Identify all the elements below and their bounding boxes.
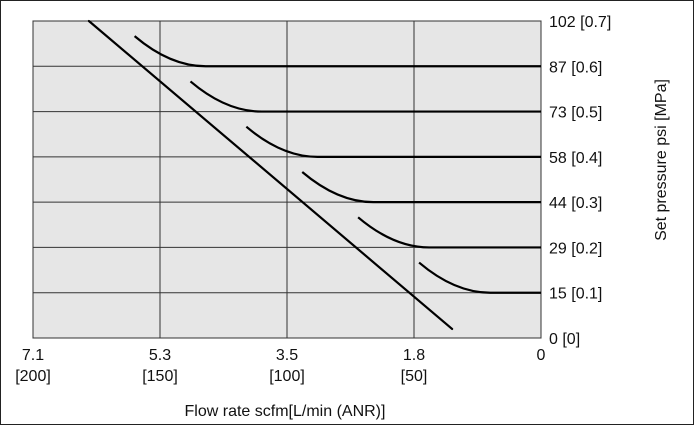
x-tick-label: 5.3	[149, 347, 171, 364]
y-tick-labels: 0 [0] 15 [0.1] 29 [0.2] 44 [0.3] 58 [0.4] 73 …	[549, 14, 611, 348]
y-tick-label: 0 [0]	[549, 331, 580, 348]
y-tick-label: 102 [0.7]	[549, 14, 611, 31]
pressure-curve-3	[301, 171, 541, 204]
pressure-curve-5	[189, 80, 541, 113]
x-axis-label: Flow rate scfm[L/min (ANR)]	[185, 403, 386, 420]
y-tick-label: 44 [0.3]	[549, 195, 602, 212]
pressure-curve-1	[418, 261, 541, 294]
x-tick-label-secondary: [50]	[401, 368, 428, 385]
x-tick-label-secondary: [150]	[142, 368, 178, 385]
pressure-curve-4	[245, 125, 541, 158]
y-tick-label: 73 [0.5]	[549, 105, 602, 122]
y-tick-label: 15 [0.1]	[549, 286, 602, 303]
x-tick-label-secondary: [200]	[15, 368, 51, 385]
curves	[87, 19, 541, 331]
x-tick-label: 7.1	[22, 347, 44, 364]
x-tick-label-secondary: [100]	[269, 368, 305, 385]
x-tick-label: 0	[537, 347, 546, 364]
x-tick-label: 3.5	[276, 347, 298, 364]
pressure-curve-6	[133, 35, 541, 68]
y-tick-label: 58 [0.4]	[549, 150, 602, 167]
pressure-curve-2	[357, 216, 541, 249]
envelope-line	[87, 19, 454, 331]
y-tick-label: 87 [0.6]	[549, 59, 602, 76]
x-tick-label: 1.8	[403, 347, 425, 364]
y-axis-label: Set pressure psi [MPa]	[653, 79, 670, 241]
x-tick-labels: 7.1 [200] 5.3 [150] 3.5 [100] 1.8 [50] 0	[15, 347, 545, 385]
y-tick-label: 29 [0.2]	[549, 240, 602, 257]
